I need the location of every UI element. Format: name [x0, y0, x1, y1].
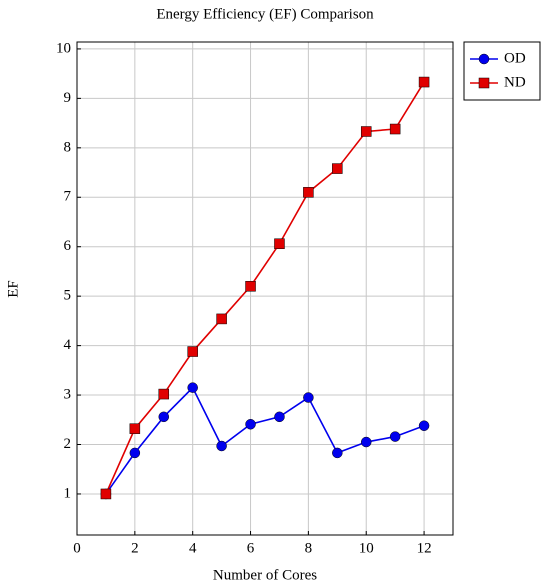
marker — [216, 440, 227, 452]
marker — [332, 163, 343, 174]
x-tick-label: 6 — [247, 540, 255, 556]
y-tick-label: 6 — [64, 238, 72, 254]
y-tick-label: 9 — [64, 90, 72, 106]
marker — [245, 281, 256, 292]
series-line — [105, 81, 425, 495]
chart-title: Energy Efficiency (EF) Comparison — [156, 6, 374, 22]
marker — [418, 420, 430, 431]
y-tick-label: 3 — [64, 386, 72, 402]
marker — [187, 382, 198, 393]
y-tick-label: 1 — [64, 485, 72, 501]
legend-label: ND — [504, 74, 526, 90]
x-tick-label: 4 — [189, 540, 197, 556]
y-axis-label: EF — [5, 280, 21, 298]
y-tick-label: 10 — [56, 40, 71, 56]
marker — [129, 423, 141, 434]
x-tick-label: 10 — [359, 540, 374, 556]
marker — [274, 411, 285, 423]
y-tick-label: 8 — [64, 139, 72, 155]
marker — [100, 488, 112, 500]
y-tick-label: 5 — [64, 288, 72, 304]
x-tick-label: 2 — [131, 540, 139, 556]
x-tick-label: 12 — [417, 540, 432, 556]
marker — [389, 123, 401, 135]
marker — [303, 392, 314, 403]
marker — [389, 431, 401, 442]
x-axis-label: Number of Cores — [213, 567, 317, 583]
marker — [418, 76, 430, 88]
marker — [332, 447, 343, 459]
legend-marker — [478, 77, 490, 89]
marker — [158, 388, 170, 400]
marker — [216, 313, 227, 325]
legend-label: OD — [504, 50, 526, 66]
marker — [360, 436, 372, 448]
marker — [303, 187, 314, 198]
plot-frame — [76, 41, 454, 536]
x-tick-label: 0 — [73, 540, 81, 556]
marker — [158, 411, 170, 423]
marker — [360, 126, 372, 137]
marker — [245, 418, 256, 430]
legend-box — [463, 41, 541, 101]
y-tick-label: 2 — [64, 436, 72, 452]
y-tick-label: 4 — [64, 337, 72, 353]
legend-marker — [478, 53, 490, 65]
marker — [274, 238, 285, 249]
series-line — [105, 386, 425, 495]
y-tick-label: 7 — [64, 189, 72, 205]
marker — [129, 447, 141, 459]
marker — [187, 346, 198, 357]
x-tick-label: 8 — [305, 540, 313, 556]
